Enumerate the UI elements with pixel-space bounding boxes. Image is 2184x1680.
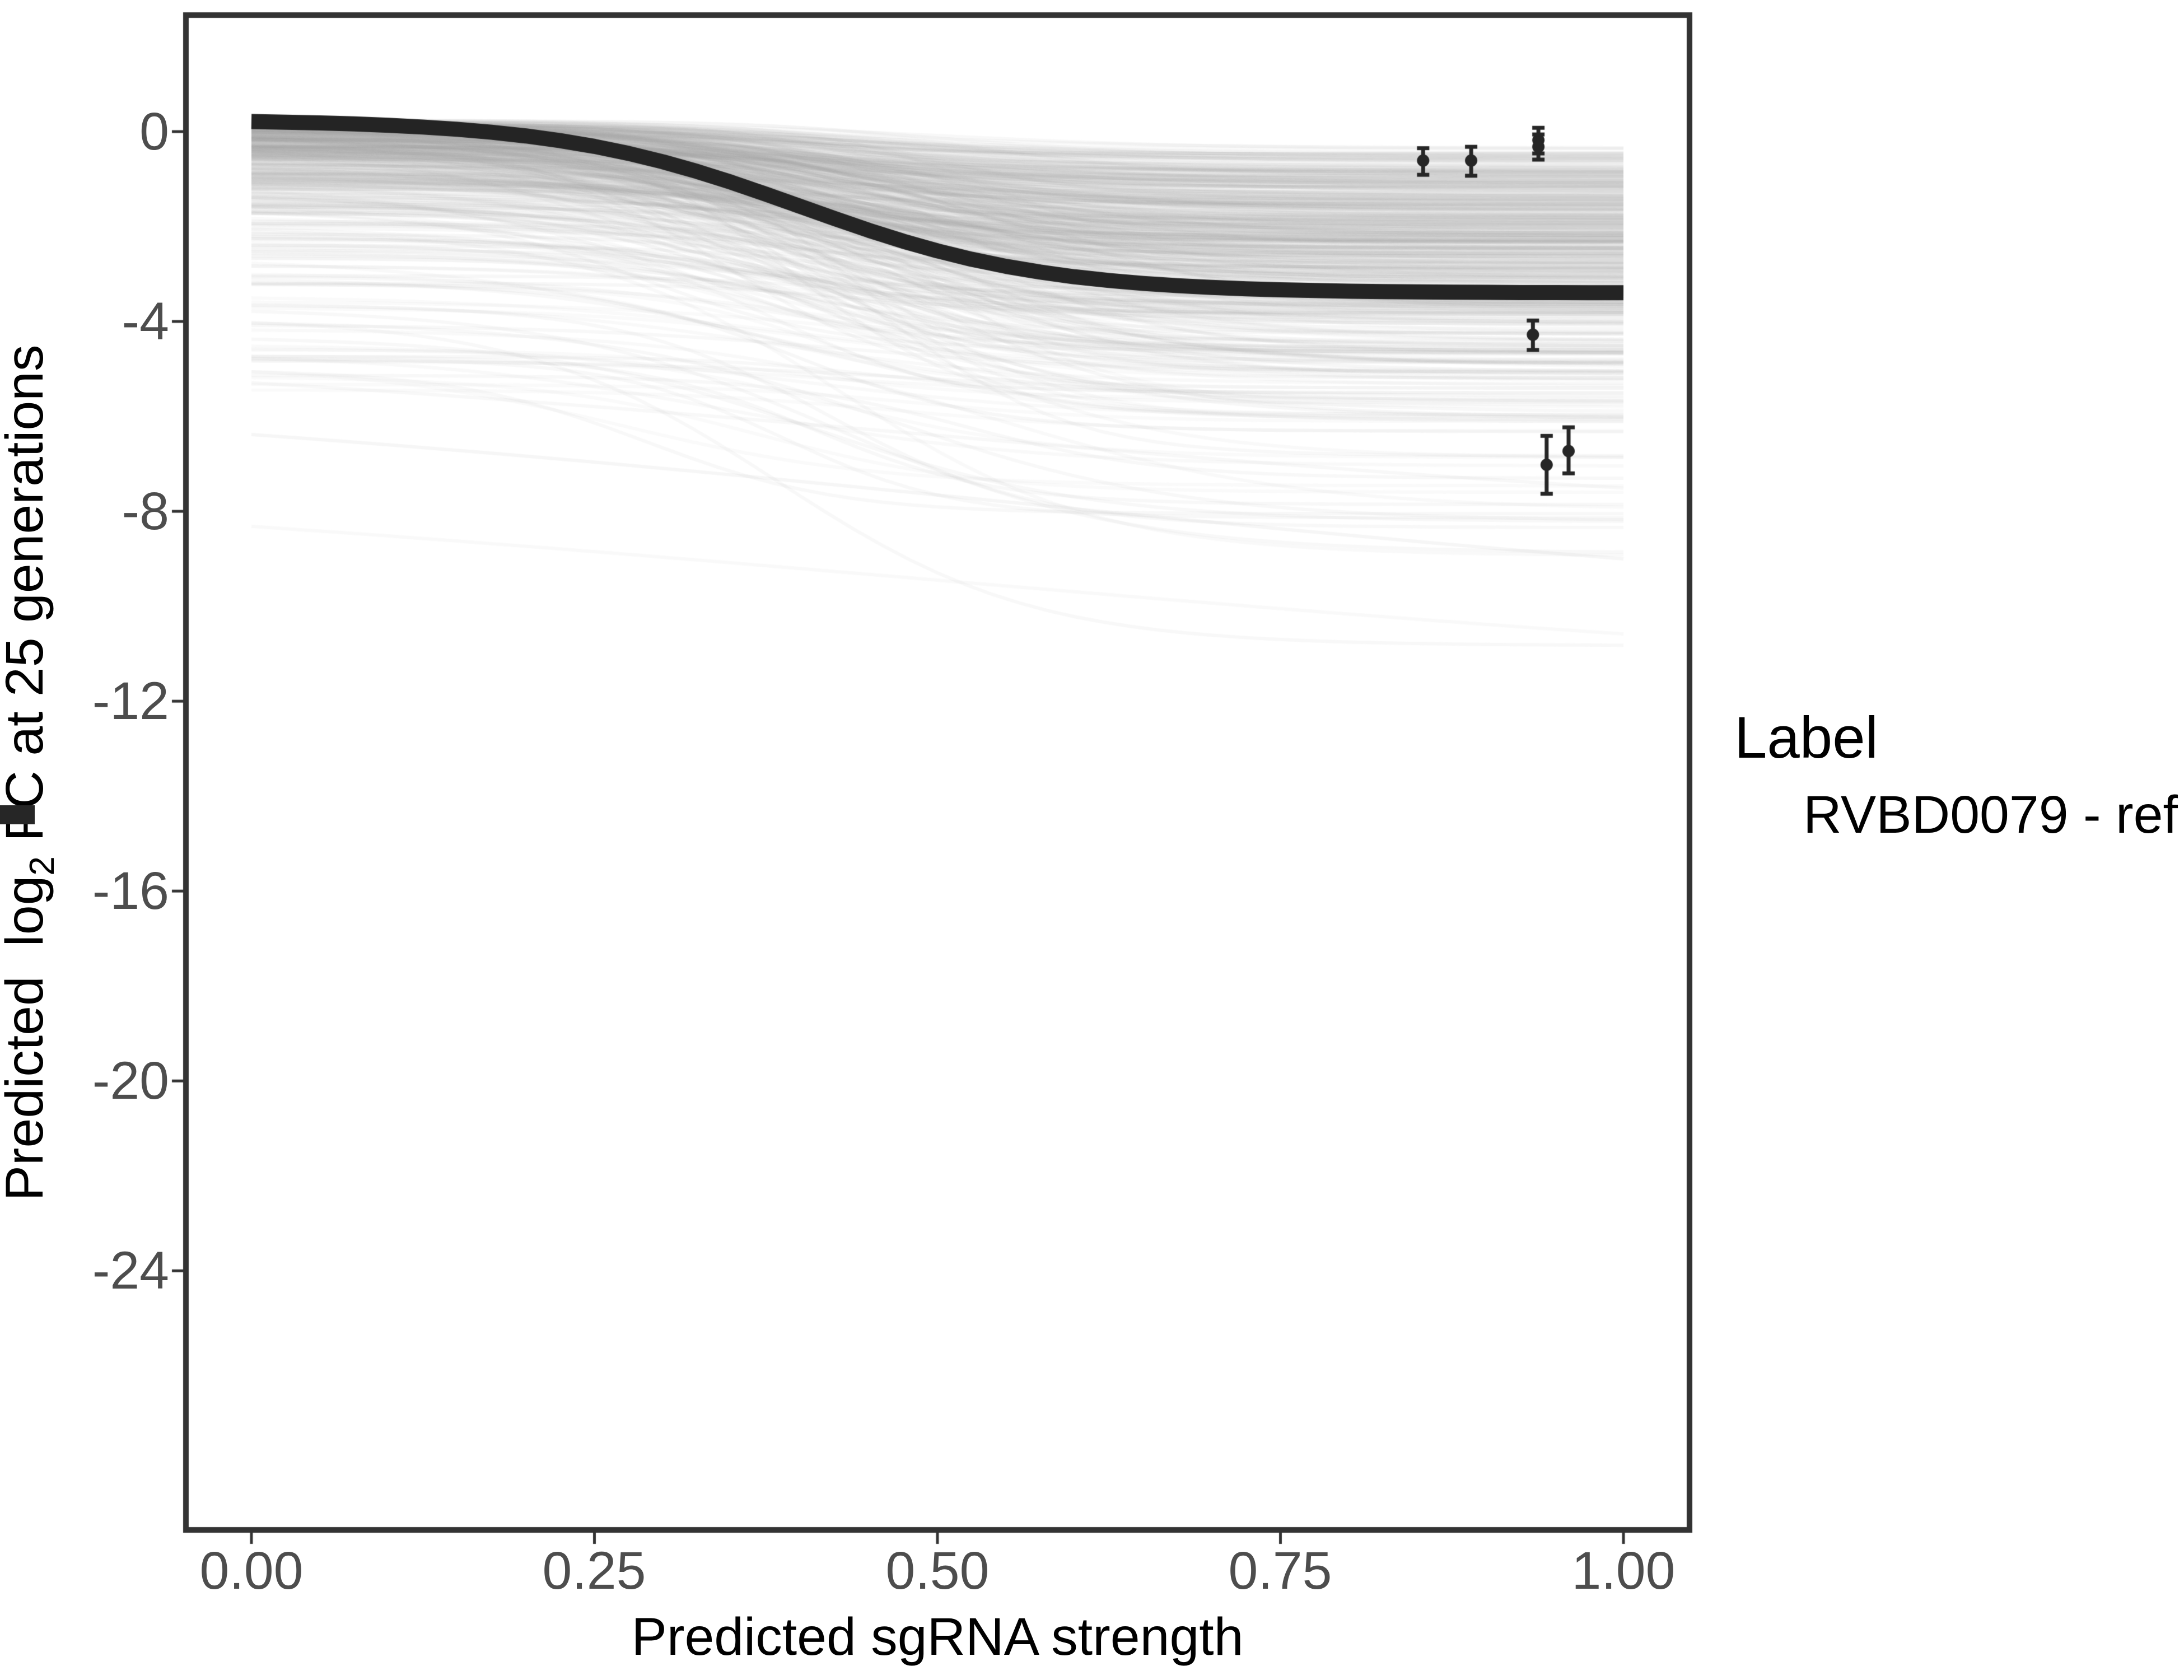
legend-key-swatch	[0, 805, 35, 824]
x-axis-title: Predicted sgRNA strength	[631, 1607, 1244, 1667]
x-tick-label-3: 0.75	[1228, 1541, 1332, 1600]
y-tick-label-3: -12	[92, 671, 169, 731]
y-tick-label-1: -4	[122, 292, 169, 351]
y-tick-label-6: -24	[92, 1241, 169, 1300]
x-tick-label-2: 0.50	[885, 1541, 990, 1600]
x-tick-label-0: 0.00	[199, 1541, 304, 1600]
y-tick-label-5: -20	[92, 1051, 169, 1110]
y-axis-title-pre: Predicted log	[0, 875, 54, 1201]
plot-panel	[183, 12, 1692, 1533]
legend-item-label: RVBD0079 - ref	[1803, 785, 2178, 844]
y-tick-label-0: 0	[139, 102, 169, 161]
y-axis-title: Predicted log2 FC at 25 generations	[0, 345, 73, 1201]
y-tick-label-2: -8	[122, 482, 169, 541]
x-tick-label-1: 0.25	[542, 1541, 646, 1600]
y-axis-title-sub: 2	[23, 856, 62, 876]
y-axis-title-post: FC at 25 generations	[0, 344, 54, 857]
x-tick-label-4: 1.00	[1571, 1541, 1676, 1600]
y-tick-label-4: -16	[92, 861, 169, 921]
